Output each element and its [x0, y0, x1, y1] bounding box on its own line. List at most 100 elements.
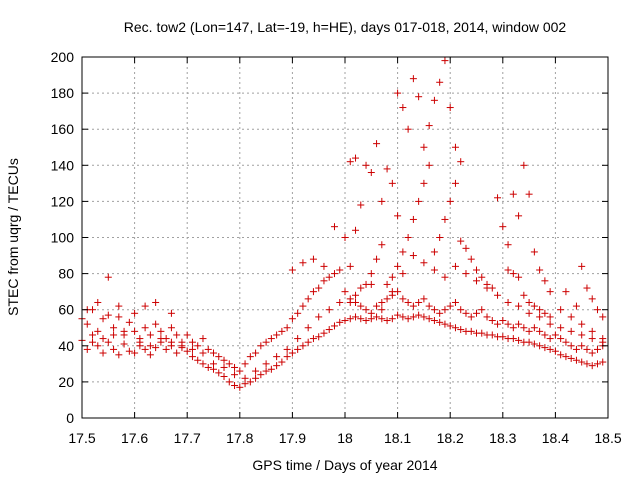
data-point	[357, 284, 365, 292]
data-point	[430, 306, 438, 314]
data-point	[367, 280, 375, 288]
data-point	[557, 306, 565, 314]
data-point	[430, 266, 438, 274]
data-point	[588, 362, 596, 370]
data-point	[441, 320, 449, 328]
data-point	[188, 345, 196, 353]
x-axis-label: GPS time / Days of year 2014	[252, 457, 437, 473]
data-point	[336, 298, 344, 306]
x-tick-label: 18.3	[489, 430, 516, 446]
data-point	[562, 338, 570, 346]
data-point	[567, 327, 575, 335]
data-point	[220, 363, 228, 371]
data-point	[304, 338, 312, 346]
data-point	[504, 320, 512, 328]
data-point	[146, 331, 154, 339]
data-point	[220, 356, 228, 364]
data-point	[120, 327, 128, 335]
data-point	[525, 309, 533, 317]
data-point	[373, 302, 381, 310]
data-point	[588, 327, 596, 335]
y-tick-label: 40	[58, 338, 74, 354]
data-point	[367, 169, 375, 177]
data-point	[278, 358, 286, 366]
data-point	[288, 349, 296, 357]
data-point	[494, 291, 502, 299]
data-point	[115, 302, 123, 310]
data-point	[383, 317, 391, 325]
data-point	[236, 383, 244, 391]
y-tick-label: 0	[66, 410, 74, 426]
data-point	[267, 335, 275, 343]
data-point	[404, 125, 412, 133]
data-point	[115, 351, 123, 359]
data-point	[578, 320, 586, 328]
data-point	[530, 248, 538, 256]
data-point	[267, 365, 275, 373]
data-point	[346, 262, 354, 270]
data-point	[446, 322, 454, 330]
data-point	[593, 360, 601, 368]
data-point	[357, 302, 365, 310]
data-point	[299, 302, 307, 310]
data-point	[451, 324, 459, 332]
data-point	[509, 270, 517, 278]
chart-title: Rec. tow2 (Lon=147, Lat=-19, h=HE), days…	[124, 19, 567, 35]
data-point	[415, 311, 423, 319]
data-point	[104, 273, 112, 281]
data-point	[325, 273, 333, 281]
data-point	[446, 104, 454, 112]
data-point	[399, 104, 407, 112]
data-point	[141, 302, 149, 310]
data-point	[404, 315, 412, 323]
axis-ticks	[81, 56, 609, 419]
data-point	[146, 351, 154, 359]
data-point	[99, 335, 107, 343]
data-point	[399, 270, 407, 278]
data-point	[388, 273, 396, 281]
data-point	[188, 353, 196, 361]
data-point	[362, 317, 370, 325]
data-point	[325, 306, 333, 314]
data-point	[246, 378, 254, 386]
data-point	[336, 318, 344, 326]
data-point	[220, 372, 228, 380]
data-point	[425, 161, 433, 169]
data-point	[352, 154, 360, 162]
data-point	[551, 347, 559, 355]
data-point	[341, 234, 349, 241]
data-point	[252, 367, 260, 375]
y-tick-label: 60	[58, 302, 74, 318]
data-point	[536, 313, 544, 321]
data-point	[546, 345, 554, 353]
x-tick-label: 17.7	[174, 430, 201, 446]
data-point	[436, 234, 444, 241]
data-point	[520, 161, 528, 169]
data-point	[446, 302, 454, 310]
data-point	[457, 158, 465, 166]
data-point	[346, 298, 354, 306]
data-point	[420, 259, 428, 267]
data-point	[294, 335, 302, 343]
data-point	[173, 349, 181, 357]
data-point	[367, 309, 375, 317]
data-point	[83, 345, 91, 353]
data-point	[467, 327, 475, 335]
y-tick-label: 140	[51, 157, 75, 173]
data-point	[425, 315, 433, 323]
data-point	[246, 353, 254, 361]
data-point	[420, 295, 428, 303]
data-point	[515, 212, 523, 220]
data-point	[210, 349, 217, 357]
data-point	[488, 317, 496, 325]
data-point	[383, 165, 391, 173]
data-point	[420, 313, 428, 321]
data-point	[567, 313, 575, 321]
data-point	[399, 313, 407, 321]
x-tick-label: 17.6	[121, 430, 148, 446]
data-point	[378, 197, 386, 205]
data-point	[383, 295, 391, 303]
data-point	[578, 331, 586, 339]
data-point	[194, 356, 202, 364]
data-point	[341, 317, 349, 325]
